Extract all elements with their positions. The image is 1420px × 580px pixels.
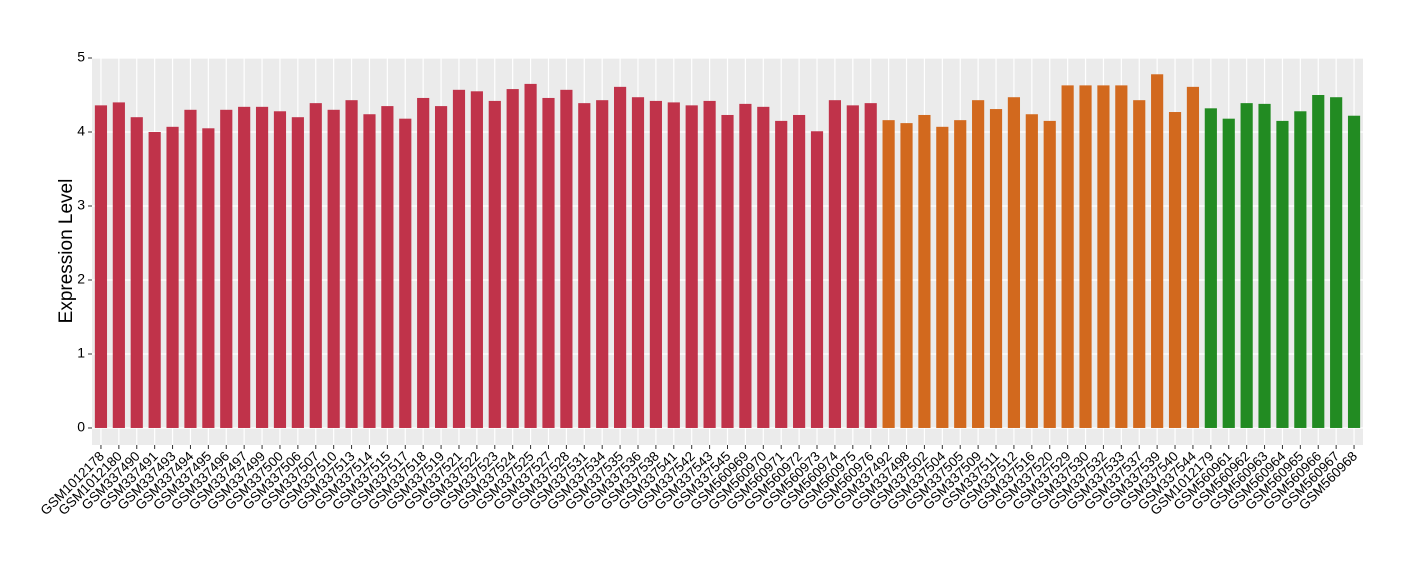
y-axis-label: Expression Level: [56, 179, 77, 324]
bar: [936, 126, 949, 428]
bar: [739, 103, 752, 428]
bar: [1312, 94, 1325, 428]
bar: [1061, 85, 1074, 428]
bar: [524, 83, 537, 428]
bar: [327, 109, 340, 428]
bar: [273, 111, 287, 428]
bar: [614, 86, 627, 428]
bar: [1222, 118, 1235, 428]
bar: [381, 106, 394, 428]
bar: [94, 105, 108, 428]
bar: [810, 131, 824, 428]
y-tick-label: 4: [77, 123, 85, 139]
bar: [488, 100, 501, 428]
bar: [846, 105, 859, 428]
bar: [452, 89, 466, 428]
bar: [166, 126, 179, 428]
bar: [1043, 120, 1056, 428]
bar: [112, 102, 125, 428]
bar: [900, 123, 913, 428]
y-tick-label: 3: [77, 197, 85, 213]
y-tick-label: 0: [77, 419, 85, 435]
bar: [989, 109, 1003, 428]
bar: [1168, 112, 1182, 428]
bar: [1151, 74, 1164, 428]
bar: [1079, 85, 1092, 428]
bar: [1133, 100, 1146, 428]
bar: [1240, 103, 1253, 428]
bar: [434, 106, 448, 428]
bar: [667, 102, 680, 428]
bar: [649, 100, 662, 428]
bar: [828, 100, 841, 428]
bar: [399, 118, 412, 428]
bar: [238, 106, 251, 428]
bar: [596, 100, 609, 428]
bar: [309, 103, 322, 428]
bar: [184, 109, 197, 428]
bar: [918, 114, 931, 428]
bar: [130, 117, 143, 428]
bar: [1025, 114, 1038, 428]
bar: [542, 97, 555, 428]
bar: [1186, 86, 1200, 428]
bar: [793, 114, 806, 428]
y-tick-label: 2: [77, 271, 85, 287]
bar: [864, 103, 877, 428]
bar: [1097, 85, 1110, 428]
bar: [1007, 97, 1021, 428]
bar: [1294, 111, 1307, 428]
bar: [345, 100, 358, 428]
bar: [954, 120, 967, 428]
bar: [1330, 97, 1343, 428]
bar: [578, 103, 591, 428]
bar: [972, 100, 985, 428]
bar: [757, 106, 770, 428]
bar: [1115, 85, 1128, 428]
bar: [1347, 115, 1361, 428]
bar: [882, 120, 895, 428]
bar: [775, 120, 788, 428]
bar: [148, 131, 161, 428]
bar: [291, 117, 304, 428]
bar: [685, 105, 698, 428]
bar: [721, 114, 734, 428]
bar: [506, 89, 519, 428]
bar: [417, 97, 430, 428]
bar: [1276, 120, 1289, 428]
bar: [1258, 103, 1271, 428]
bar: [470, 91, 483, 428]
bar: [255, 106, 269, 428]
bar: [560, 89, 573, 428]
bar: [1204, 108, 1217, 428]
y-tick-label: 5: [77, 49, 85, 65]
y-tick-label: 1: [77, 345, 85, 361]
bar: [202, 128, 215, 428]
bar: [363, 114, 376, 428]
bar: [703, 100, 716, 428]
bar: [220, 109, 233, 428]
bar: [631, 97, 645, 428]
